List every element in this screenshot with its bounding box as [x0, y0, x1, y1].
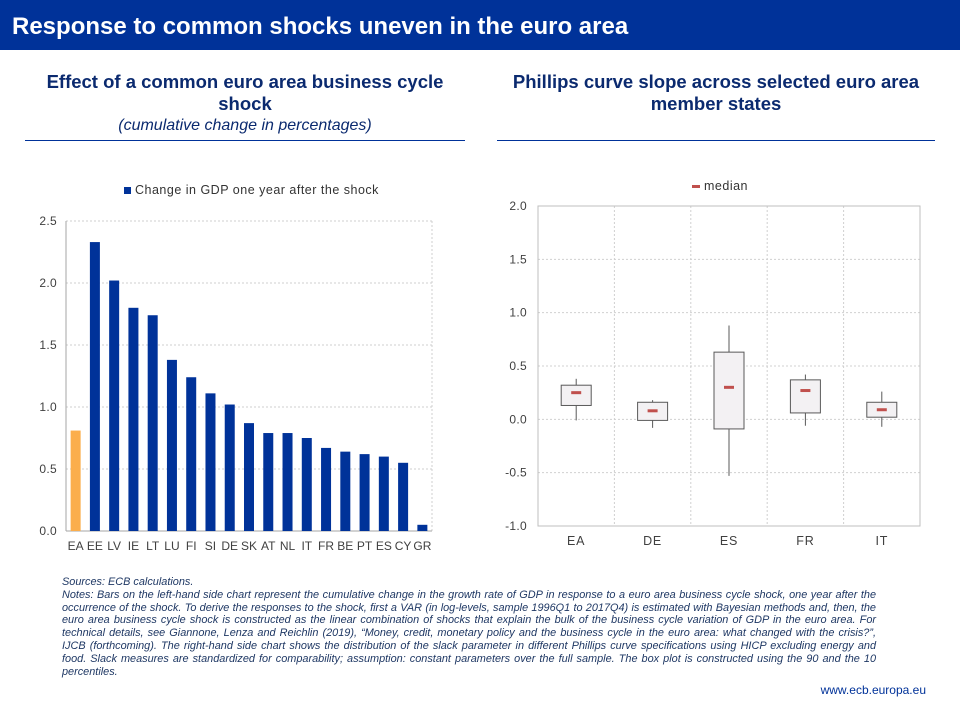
- box-chart-title: Phillips curve slope across selected eur…: [512, 71, 920, 114]
- x-tick-label: EE: [87, 539, 103, 553]
- bar-lu: [166, 359, 177, 531]
- bar-it: [301, 438, 312, 531]
- y-tick-label: -0.5: [505, 466, 527, 480]
- bar-si: [205, 393, 216, 531]
- bar-fr: [321, 447, 332, 531]
- y-tick-label: 1.0: [509, 306, 527, 320]
- x-tick-label: EA: [68, 539, 84, 553]
- x-tick-label: SI: [205, 539, 216, 553]
- box-chart-legend: median: [692, 178, 748, 194]
- y-tick-label: 1.5: [509, 252, 527, 266]
- bar-be: [340, 451, 351, 531]
- bar-chart-subtitle: (cumulative change in percentages): [118, 117, 372, 134]
- median-marker-ea: [571, 391, 582, 395]
- footnotes: Sources: ECB calculations. Notes: Bars o…: [62, 576, 876, 678]
- x-tick-label: IT: [875, 534, 888, 548]
- bar-lv: [109, 280, 120, 531]
- y-tick-label: 0.0: [509, 412, 527, 426]
- bar-sk: [244, 423, 254, 531]
- bar-pt: [359, 454, 370, 531]
- y-tick-label: -1.0: [505, 519, 527, 533]
- median-marker-de: [647, 409, 658, 413]
- x-tick-label: PT: [357, 539, 373, 553]
- x-tick-label: FR: [796, 534, 814, 548]
- x-tick-label: CY: [395, 539, 412, 553]
- box-es: [713, 351, 745, 430]
- x-tick-label: IE: [128, 539, 139, 553]
- y-tick-label: 2.5: [39, 214, 57, 228]
- bar-chart-heading: Effect of a common euro area business cy…: [30, 71, 460, 137]
- slide-title: Response to common shocks uneven in the …: [12, 13, 629, 40]
- bar-at: [263, 433, 274, 531]
- median-marker-es: [724, 385, 734, 389]
- bar-legend-label: Change in GDP one year after the shock: [135, 183, 379, 197]
- y-tick-label: 2.0: [39, 276, 57, 290]
- x-tick-label: EA: [567, 534, 585, 548]
- x-tick-label: SK: [241, 539, 257, 553]
- website-url: www.ecb.europa.eu: [820, 683, 926, 697]
- median-marker-fr: [800, 389, 811, 393]
- y-tick-label: 0.5: [39, 462, 57, 476]
- y-tick-label: 0.0: [39, 524, 57, 538]
- x-tick-label: LT: [146, 539, 160, 553]
- bar-chart: 0.0 0.5 1.0 1.5 2.0 2.5 EA EE LV IE LT LU FI SI DE SK AT…: [39, 214, 433, 553]
- box-chart-title-rule: [497, 140, 935, 141]
- bar-ea: [70, 430, 81, 531]
- x-tick-label: DE: [643, 534, 662, 548]
- x-tick-label: FR: [318, 539, 334, 553]
- legend-swatch-median: [692, 184, 700, 188]
- bar-fi: [186, 377, 197, 531]
- bar-nl: [282, 433, 293, 531]
- y-tick-label: 2.0: [509, 199, 527, 213]
- x-tick-label: ES: [720, 534, 738, 548]
- median-marker-it: [876, 408, 887, 412]
- bar-de: [224, 404, 235, 531]
- y-tick-label: 1.0: [39, 400, 57, 414]
- legend-swatch-bar: [124, 186, 131, 194]
- box-fr: [789, 379, 821, 414]
- bar-cy: [398, 462, 409, 531]
- bar-es: [378, 456, 389, 531]
- x-tick-label: LU: [164, 539, 179, 553]
- notes-text: Notes: Bars on the left-hand side chart …: [62, 588, 876, 678]
- x-tick-label: BE: [337, 539, 353, 553]
- box-chart-heading: Phillips curve slope across selected eur…: [501, 71, 931, 115]
- x-tick-label: AT: [261, 539, 276, 553]
- y-tick-label: 1.5: [39, 338, 57, 352]
- bar-chart-title: Effect of a common euro area business cy…: [46, 71, 444, 114]
- x-tick-label: GR: [413, 539, 431, 553]
- plot-border: [537, 205, 921, 527]
- x-tick-label: LV: [107, 539, 121, 553]
- bar-ee: [89, 242, 100, 531]
- bar-lt: [147, 315, 158, 531]
- box-plot-chart: -1.0 -0.5 0.0 0.5 1.0 1.5 2.0 EA DE ES FR IT: [505, 199, 921, 548]
- sources-note: Sources: ECB calculations.: [62, 576, 194, 588]
- median-legend-label: median: [704, 179, 748, 193]
- bar-chart-title-rule: [25, 140, 465, 141]
- box-ea: [560, 384, 592, 406]
- bar-chart-legend: Change in GDP one year after the shock: [124, 182, 379, 198]
- x-tick-label: FI: [186, 539, 197, 553]
- x-tick-label: DE: [221, 539, 238, 553]
- bar-gr: [417, 524, 428, 531]
- x-tick-label: NL: [280, 539, 296, 553]
- title-bar: Response to common shocks uneven in the …: [0, 0, 960, 50]
- x-tick-label: IT: [301, 539, 312, 553]
- x-tick-label: ES: [376, 539, 392, 553]
- y-tick-label: 0.5: [509, 359, 527, 373]
- bar-ie: [128, 307, 139, 531]
